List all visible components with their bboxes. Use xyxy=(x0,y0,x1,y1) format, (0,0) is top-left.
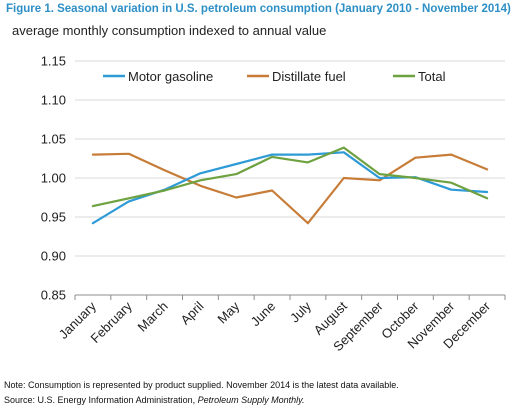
x-tick-label: May xyxy=(214,298,242,326)
legend-label: Total xyxy=(418,69,446,84)
legend-label: Distillate fuel xyxy=(272,69,346,84)
legend-label: Motor gasoline xyxy=(128,69,213,84)
y-tick-label: 1.15 xyxy=(41,54,66,69)
y-tick-label: 1.05 xyxy=(41,132,66,147)
series-line xyxy=(91,151,489,225)
x-tick-label: March xyxy=(135,299,171,335)
source-publication: Petroleum Supply Monthly. xyxy=(197,395,305,405)
y-tick-label: 0.95 xyxy=(41,210,66,225)
note-text: Note: Consumption is represented by prod… xyxy=(4,380,399,390)
x-tick-label: April xyxy=(178,298,207,327)
y-tick-label: 0.90 xyxy=(41,249,66,264)
y-axis-label: average monthly consumption indexed to a… xyxy=(12,23,327,38)
x-tick-label: July xyxy=(287,298,314,325)
y-tick-label: 0.85 xyxy=(41,288,66,303)
y-tick-label: 1.10 xyxy=(41,93,66,108)
notes: Note: Consumption is represented by prod… xyxy=(4,378,399,408)
series-line xyxy=(91,146,489,208)
source-prefix: Source: U.S. Energy Information Administ… xyxy=(4,395,198,405)
source-line: Source: U.S. Energy Information Administ… xyxy=(4,393,399,408)
figure-title: Figure 1. Seasonal variation in U.S. pet… xyxy=(6,3,511,15)
series-line xyxy=(91,152,489,225)
x-tick-label: June xyxy=(248,299,279,330)
y-tick-label: 1.00 xyxy=(41,171,66,186)
